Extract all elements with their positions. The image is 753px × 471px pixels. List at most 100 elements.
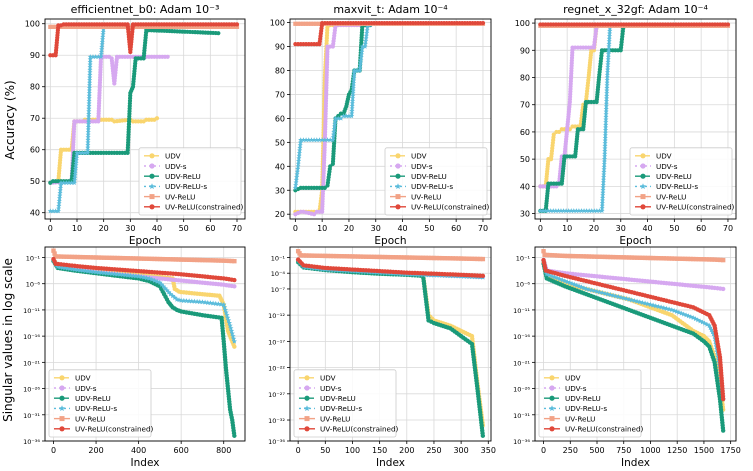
marker-3-87 bbox=[100, 26, 107, 32]
marker-4-22 bbox=[352, 254, 358, 259]
marker-3-79 bbox=[99, 46, 105, 52]
marker-3-44 bbox=[601, 156, 608, 162]
axes-frame bbox=[44, 18, 246, 220]
marker-3-48 bbox=[655, 303, 662, 309]
marker-4-36 bbox=[144, 256, 149, 261]
marker-3-41 bbox=[601, 164, 607, 169]
marker-4-8 bbox=[68, 24, 74, 29]
marker-4-55 bbox=[685, 256, 691, 262]
marker-4-67 bbox=[475, 256, 480, 262]
marker-3-54 bbox=[350, 88, 356, 93]
marker-3-62 bbox=[87, 80, 93, 85]
xtick-label-3: 750 bbox=[616, 446, 631, 455]
marker-4-56 bbox=[445, 256, 450, 261]
marker-4-40 bbox=[155, 256, 160, 262]
marker-4-50 bbox=[429, 255, 434, 261]
marker-3-75 bbox=[362, 41, 368, 47]
marker-3-7 bbox=[56, 198, 62, 203]
marker-3-11 bbox=[74, 267, 81, 273]
marker-3-18 bbox=[93, 269, 99, 275]
marker-3-63 bbox=[354, 67, 360, 73]
legend-marker-4 bbox=[549, 416, 555, 422]
marker-3-56 bbox=[350, 82, 356, 88]
legend-marker-1 bbox=[304, 385, 310, 391]
marker-3-58 bbox=[351, 77, 357, 83]
chart-panel-3: 0 200 400 600 800 10⁻¹ 10⁻⁶ 10⁻¹¹ 10⁻¹⁶ 10⁻²¹ 10⁻²… bbox=[23, 246, 246, 469]
marker-4-57 bbox=[691, 256, 696, 262]
marker-3-15 bbox=[61, 180, 67, 185]
marker-4-42 bbox=[650, 255, 656, 261]
marker-4-31 bbox=[131, 256, 136, 261]
marker-3-71 bbox=[222, 307, 228, 313]
marker-3-67 bbox=[358, 59, 364, 65]
marker-3-65 bbox=[87, 72, 93, 78]
marker-3-1 bbox=[293, 182, 299, 188]
marker-2-118 bbox=[216, 31, 221, 36]
marker-3-5 bbox=[56, 203, 62, 209]
marker-3-30 bbox=[74, 152, 80, 158]
marker-3-79 bbox=[364, 30, 370, 36]
marker-4-19 bbox=[99, 255, 104, 260]
marker-3-79 bbox=[228, 328, 235, 334]
marker-3-13 bbox=[58, 182, 64, 188]
marker-3-38 bbox=[601, 171, 607, 177]
marker-3-26 bbox=[599, 202, 605, 208]
xtick-label-7: 70 bbox=[723, 224, 733, 233]
marker-3-4 bbox=[56, 205, 62, 211]
marker-3-55 bbox=[602, 127, 609, 133]
x-axis-label: Epoch bbox=[619, 235, 651, 247]
marker-4-46 bbox=[167, 24, 172, 29]
marker-3-43 bbox=[642, 300, 648, 306]
marker-3-22 bbox=[586, 286, 592, 292]
marker-3-61 bbox=[351, 70, 357, 76]
marker-4-36 bbox=[391, 255, 396, 260]
marker-3-8 bbox=[295, 163, 301, 169]
marker-4-33 bbox=[133, 24, 138, 29]
marker-4-13 bbox=[81, 24, 87, 29]
marker-3-85 bbox=[606, 48, 612, 54]
marker-4-69 bbox=[480, 256, 486, 262]
marker-3-18 bbox=[69, 180, 75, 185]
marker-4-7 bbox=[66, 24, 71, 29]
marker-4-5 bbox=[306, 21, 311, 26]
marker-3-50 bbox=[349, 98, 356, 104]
legend-marker-4 bbox=[640, 194, 646, 200]
marker-5-103 bbox=[234, 22, 240, 27]
xtick-label-4: 200 bbox=[399, 446, 414, 455]
marker-4-43 bbox=[410, 255, 415, 260]
series-markers-5 bbox=[538, 22, 731, 27]
marker-3-75 bbox=[95, 54, 101, 59]
legend-label-2: UDV-ReLU bbox=[165, 172, 201, 181]
marker-3-78 bbox=[605, 66, 611, 72]
marker-3-76 bbox=[604, 72, 610, 77]
marker-3-50 bbox=[661, 305, 667, 311]
xtick-label-0: 0 bbox=[541, 446, 546, 455]
ytick-label-4: 70 bbox=[520, 101, 530, 110]
marker-4-11 bbox=[77, 254, 83, 260]
marker-3-3 bbox=[293, 177, 299, 182]
legend-marker-4 bbox=[59, 416, 65, 422]
axes-frame bbox=[534, 18, 737, 220]
marker-3-49 bbox=[86, 113, 92, 119]
marker-3-34 bbox=[618, 294, 624, 300]
ytick-label-5: 10⁻²⁶ bbox=[23, 386, 40, 394]
marker-3-20 bbox=[98, 269, 105, 275]
marker-4-1 bbox=[52, 251, 57, 256]
ytick-label-1: 10⁻⁶ bbox=[26, 281, 41, 289]
marker-3-66 bbox=[87, 69, 93, 75]
legend-marker-0 bbox=[149, 153, 155, 159]
marker-3-34 bbox=[135, 273, 142, 279]
ytick-label-1: 40 bbox=[520, 182, 530, 191]
series-group bbox=[537, 22, 731, 214]
marker-3-18 bbox=[298, 137, 304, 143]
marker-4-54 bbox=[439, 255, 445, 261]
marker-3-45 bbox=[602, 153, 608, 159]
series-markers-4 bbox=[51, 248, 237, 264]
marker-3-82 bbox=[605, 56, 611, 62]
marker-3-54 bbox=[86, 100, 92, 106]
marker-4-60 bbox=[208, 258, 213, 263]
marker-3-38 bbox=[629, 297, 635, 303]
marker-3-33 bbox=[133, 273, 139, 279]
marker-0-90 bbox=[232, 344, 237, 349]
marker-3-43 bbox=[85, 129, 91, 135]
